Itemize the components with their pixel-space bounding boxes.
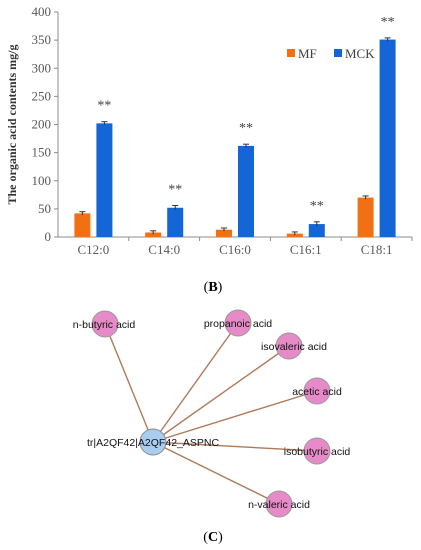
panel-label-b: (B) (204, 280, 223, 295)
bar-mf (145, 232, 162, 237)
network-node: propanoic acid (204, 309, 272, 337)
node-label: isobutyric acid (284, 446, 351, 458)
x-tick-label: C12:0 (78, 242, 110, 257)
network-edge (152, 390, 318, 443)
y-tick-label: 150 (32, 145, 52, 160)
network-node: n-butyric acid (73, 310, 136, 338)
legend: MF MCK (287, 46, 375, 61)
x-axis: C12:0 C14:0 C16:0 C16:1 C18:1 (58, 236, 413, 257)
network-node: isovaleric acid (261, 332, 327, 360)
network-edge (152, 441, 280, 505)
bar-mck (379, 39, 396, 237)
y-tick-label: 100 (32, 173, 52, 188)
nodes: n-butyric acid propanoic acid isovaleric a… (73, 309, 351, 518)
significance-label: ** (97, 99, 111, 114)
bar-mck (308, 224, 325, 237)
legend-label-mf: MF (298, 46, 317, 61)
network-node: acetic acid (292, 377, 342, 405)
node-circle (303, 377, 331, 405)
significance-label: ** (381, 15, 395, 30)
x-tick-label: C18:1 (361, 242, 393, 257)
network-node: isobutyric acid (284, 437, 351, 465)
bar-mf (357, 197, 374, 237)
node-circle (265, 490, 293, 518)
node-circle (91, 310, 119, 338)
y-axis: 0 50 100 150 200 250 300 350 400 (32, 4, 59, 244)
bars: ** ** ** ** ** (74, 15, 396, 237)
node-label: n-valeric acid (248, 499, 310, 511)
node-label: acetic acid (292, 386, 342, 398)
significance-label: ** (168, 183, 182, 198)
significance-label: ** (310, 199, 324, 214)
significance-label: ** (239, 121, 253, 136)
y-axis-label: The organic acid contents mg/g (5, 45, 19, 205)
y-tick-label: 200 (32, 117, 52, 132)
x-tick-label: C16:1 (290, 242, 322, 257)
y-tick-label: 400 (32, 4, 52, 19)
y-tick-label: 250 (32, 88, 52, 103)
bar-mck (96, 123, 113, 237)
y-tick-label: 350 (32, 32, 52, 47)
y-tick-label: 300 (32, 60, 52, 75)
network-diagram: n-butyric acid propanoic acid isovaleric a… (73, 309, 351, 518)
bar-mf (74, 213, 91, 237)
network-edge (152, 322, 239, 443)
network-edge (152, 345, 290, 443)
node-circle (303, 437, 331, 465)
x-tick-label: C16:0 (219, 242, 251, 257)
network-center-node: tr|A2QF42|A2QF42_ASPNC (87, 428, 220, 456)
y-tick-label: 50 (38, 201, 51, 216)
legend-swatch-mf (287, 49, 295, 57)
panel-label-c: (C) (203, 530, 223, 545)
bar-chart: 0 50 100 150 200 250 300 350 400 C12:0 C14:0 C16:0… (5, 4, 413, 257)
x-tick-label: C14:0 (148, 242, 180, 257)
center-node-label: tr|A2QF42|A2QF42_ASPNC (87, 437, 220, 449)
legend-swatch-mck (334, 49, 342, 57)
node-label: n-butyric acid (73, 319, 136, 331)
bar-mck (167, 207, 184, 237)
bar-mf (216, 229, 232, 237)
node-label: isovaleric acid (261, 341, 327, 353)
bar-mck (238, 145, 254, 237)
node-circle (275, 332, 303, 360)
legend-label-mck: MCK (345, 46, 375, 61)
edges (104, 322, 318, 505)
y-tick-label: 0 (45, 229, 52, 244)
node-circle (224, 309, 252, 337)
network-node: n-valeric acid (248, 490, 310, 518)
center-node-circle (139, 428, 167, 456)
network-edge (152, 441, 318, 452)
node-label: propanoic acid (204, 318, 272, 330)
network-edge (104, 323, 154, 443)
